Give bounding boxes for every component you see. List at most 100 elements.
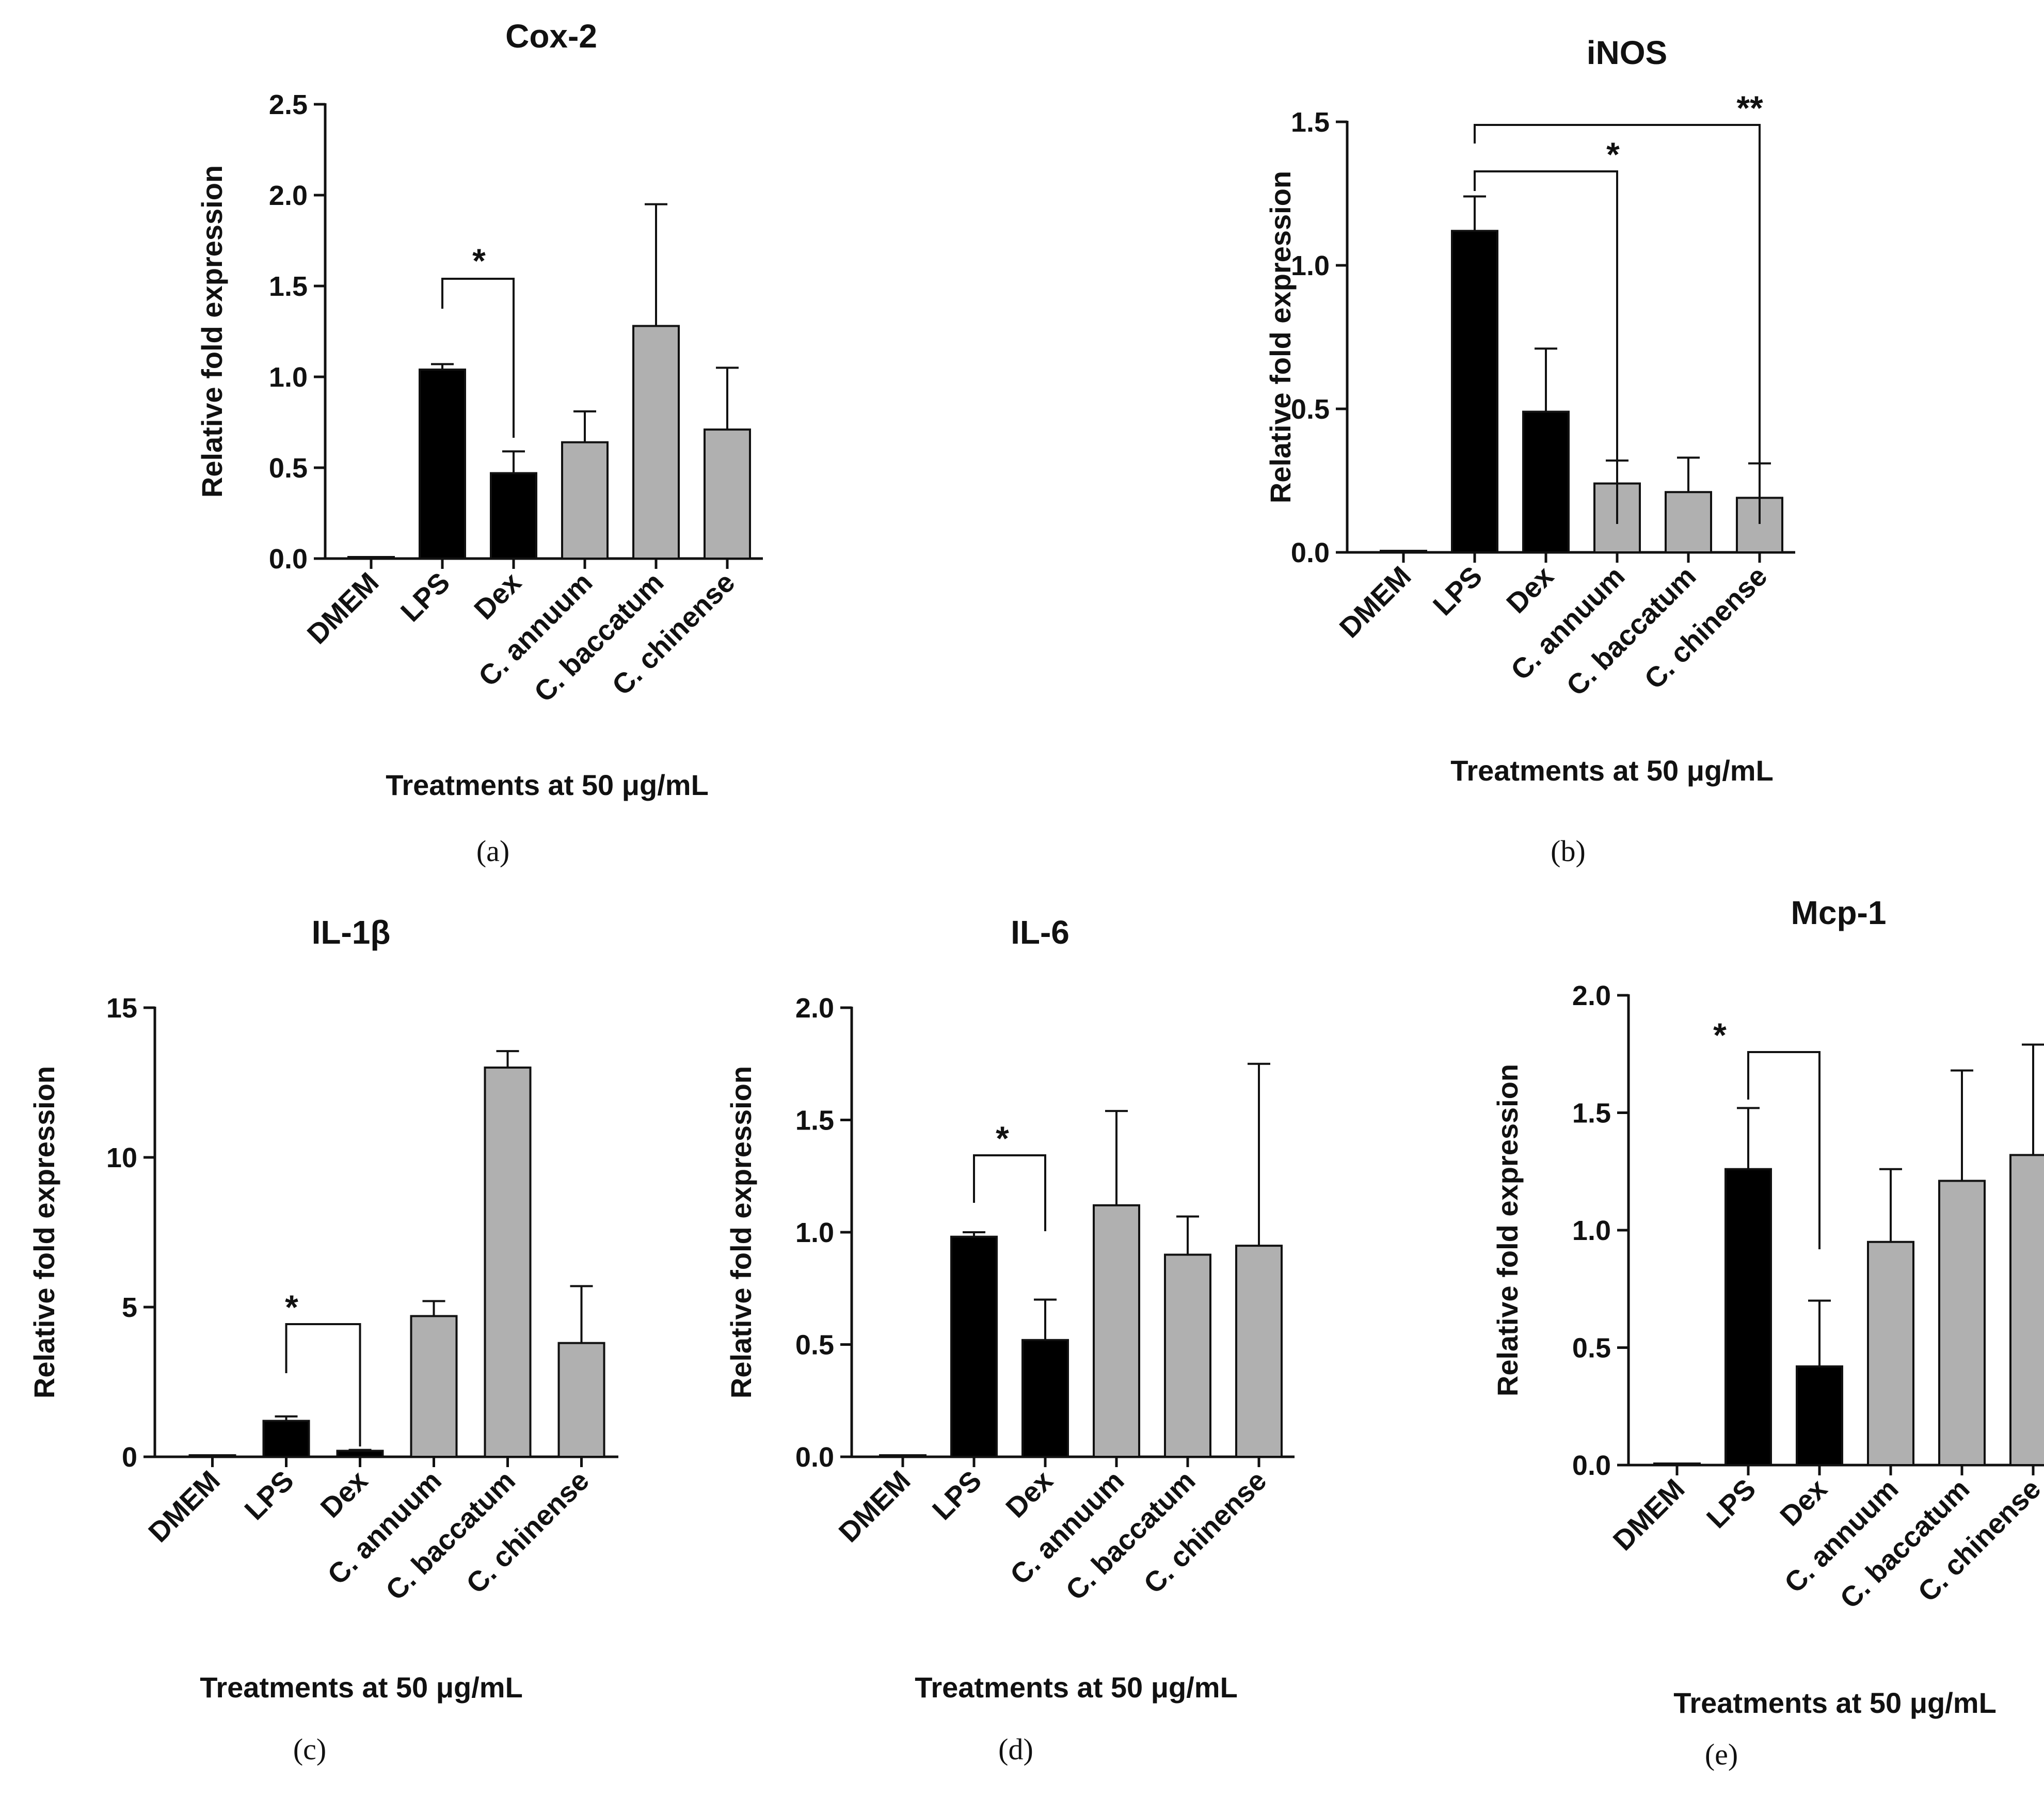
chart-title: Mcp-1 xyxy=(1791,894,1887,931)
y-tick-label: 10 xyxy=(106,1142,137,1173)
bar xyxy=(1522,410,1570,553)
x-axis-label: Treatments at 50 μg/mL xyxy=(200,1671,523,1704)
bar xyxy=(490,472,537,560)
chart-title: IL-6 xyxy=(1011,914,1069,951)
x-tick-label: LPS xyxy=(238,1465,300,1526)
significance-label: * xyxy=(1606,135,1620,173)
y-tick-label: 1.0 xyxy=(1572,1215,1611,1246)
significance-label: * xyxy=(996,1119,1009,1157)
x-tick-label: C. baccatum xyxy=(379,1465,521,1607)
bar xyxy=(704,428,751,560)
y-tick-label: 0.5 xyxy=(269,453,308,484)
x-tick-label: Dex xyxy=(999,1464,1059,1523)
bar xyxy=(1796,1365,1843,1466)
bar xyxy=(1653,1462,1701,1466)
bar xyxy=(1235,1245,1283,1458)
panel-label: (b) xyxy=(1551,834,1586,868)
chart-title: IL-1β xyxy=(312,914,391,951)
bar xyxy=(1380,550,1427,553)
bar xyxy=(1021,1339,1069,1458)
bar xyxy=(1867,1241,1914,1466)
x-tick-label: DMEM xyxy=(1333,560,1417,644)
bar xyxy=(484,1067,532,1458)
bar xyxy=(1451,230,1498,553)
panel-label: (a) xyxy=(476,834,509,868)
y-tick-label: 1.0 xyxy=(1291,250,1330,281)
bar xyxy=(879,1454,927,1458)
x-axis-label: Treatments at 50 μg/mL xyxy=(386,769,709,801)
x-axis-label: Treatments at 50 μg/mL xyxy=(1450,754,1774,787)
chart-title: iNOS xyxy=(1587,34,1667,71)
y-tick-label: 0.0 xyxy=(1291,537,1330,568)
panel-label: (d) xyxy=(998,1732,1033,1766)
bar xyxy=(1164,1253,1211,1458)
x-tick-label: C. chinense xyxy=(605,566,741,702)
significance-label: * xyxy=(285,1288,298,1326)
y-tick-label: 1.0 xyxy=(269,362,308,393)
x-tick-label: Dex xyxy=(1774,1472,1833,1532)
y-tick-label: 0.0 xyxy=(269,544,308,575)
bar xyxy=(188,1454,236,1458)
y-tick-label: 2.5 xyxy=(269,89,308,120)
panel-label: (e) xyxy=(1705,1738,1738,1771)
bar xyxy=(950,1235,998,1458)
x-axis-label: Treatments at 50 μg/mL xyxy=(915,1671,1238,1704)
x-tick-label: DMEM xyxy=(1607,1473,1691,1557)
x-tick-label: DMEM xyxy=(142,1465,226,1549)
y-tick-label: 0.5 xyxy=(795,1330,834,1361)
y-tick-label: 1.5 xyxy=(1291,107,1330,138)
y-tick-label: 1.0 xyxy=(795,1217,834,1248)
significance-label: * xyxy=(1713,1016,1727,1054)
y-tick-label: 0.0 xyxy=(795,1442,834,1473)
y-tick-label: 1.5 xyxy=(1572,1098,1611,1129)
bar xyxy=(1093,1204,1140,1458)
bar xyxy=(347,556,395,560)
bar xyxy=(632,325,680,560)
x-axis-label: Treatments at 50 μg/mL xyxy=(1673,1687,1997,1719)
x-tick-label: Dex xyxy=(468,566,527,625)
bar xyxy=(1665,491,1712,553)
x-tick-label: DMEM xyxy=(301,566,385,650)
y-tick-label: 2.0 xyxy=(795,993,834,1024)
y-tick-label: 15 xyxy=(106,993,137,1024)
x-tick-label: Dex xyxy=(1500,560,1559,619)
x-tick-label: DMEM xyxy=(833,1465,917,1549)
bar xyxy=(336,1450,384,1458)
y-tick-label: 1.5 xyxy=(795,1105,834,1136)
panel-label: (c) xyxy=(293,1732,326,1766)
x-tick-label: LPS xyxy=(394,566,456,628)
y-tick-label: 0.5 xyxy=(1572,1333,1611,1364)
y-tick-label: 5 xyxy=(122,1292,137,1323)
bar xyxy=(419,368,466,560)
significance-bracket xyxy=(285,1323,361,1446)
y-axis-label: Relative fold expression xyxy=(196,165,228,498)
significance-bracket xyxy=(973,1154,1046,1231)
x-tick-label: LPS xyxy=(926,1465,987,1526)
bar xyxy=(561,441,609,560)
x-tick-label: LPS xyxy=(1427,560,1488,622)
bar xyxy=(2009,1154,2044,1466)
x-tick-label: C. chinense xyxy=(1638,560,1773,695)
y-tick-label: 0.5 xyxy=(1291,394,1330,425)
bar xyxy=(557,1342,605,1458)
y-tick-label: 0 xyxy=(122,1442,137,1473)
chart-title: Cox-2 xyxy=(505,18,597,55)
significance-bracket xyxy=(1474,124,1761,524)
significance-bracket xyxy=(1747,1051,1821,1249)
bar xyxy=(1938,1180,1986,1466)
significance-label: * xyxy=(472,242,486,280)
y-axis-label: Relative fold expression xyxy=(1264,171,1297,503)
x-tick-label: C. chinense xyxy=(1137,1465,1272,1600)
significance-bracket xyxy=(441,278,515,438)
y-axis-label: Relative fold expression xyxy=(725,1066,757,1398)
bar xyxy=(1724,1168,1772,1466)
y-tick-label: 0.0 xyxy=(1572,1450,1611,1481)
y-tick-label: 2.0 xyxy=(1572,980,1611,1011)
x-tick-label: Dex xyxy=(314,1464,374,1523)
significance-bracket xyxy=(1474,170,1618,524)
